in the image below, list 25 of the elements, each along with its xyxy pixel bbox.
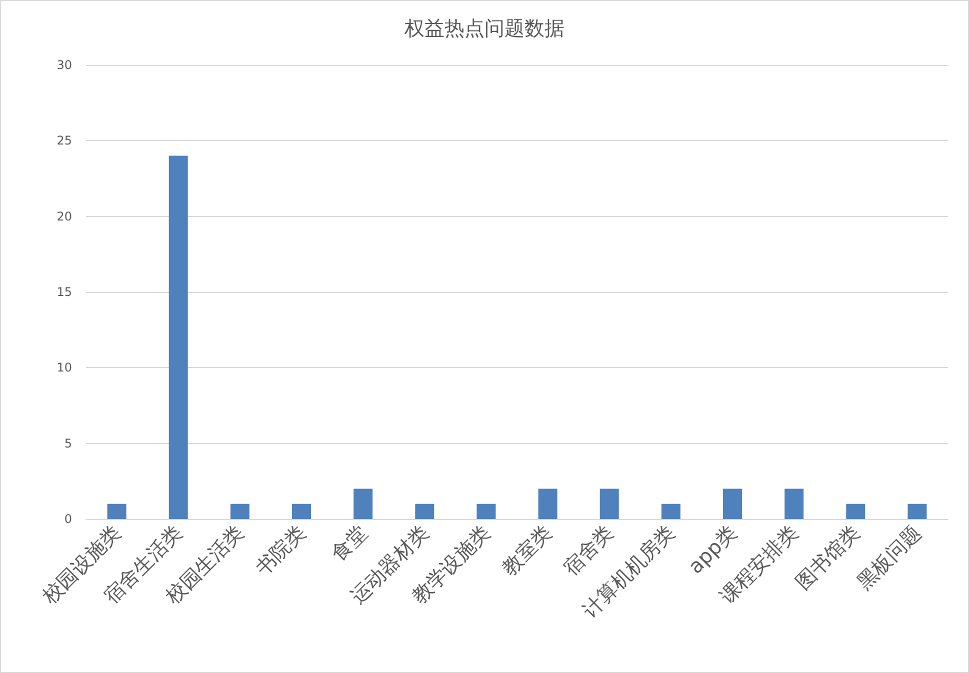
bar — [908, 504, 927, 519]
chart-title: 权益热点问题数据 — [404, 16, 564, 40]
bar — [107, 504, 126, 519]
y-tick-label: 15 — [56, 285, 72, 299]
x-tick-label: 书院类 — [250, 520, 310, 580]
bar — [292, 504, 311, 519]
bar — [168, 156, 188, 519]
bar — [600, 488, 619, 519]
bar — [538, 488, 558, 519]
bar — [723, 488, 742, 519]
x-tick-label: 食堂 — [326, 520, 372, 566]
bar — [661, 504, 680, 519]
bar — [230, 504, 250, 519]
y-tick-label: 30 — [56, 58, 72, 72]
x-tick-label: 教室类 — [496, 520, 556, 580]
bar — [476, 504, 496, 519]
y-tick-label: 0 — [64, 512, 72, 526]
y-tick-label: 10 — [56, 360, 72, 375]
y-tick-label: 25 — [56, 134, 72, 148]
bar — [354, 488, 373, 519]
bar — [846, 504, 866, 519]
bar — [784, 488, 804, 519]
y-tick-label: 20 — [56, 209, 72, 224]
bar — [415, 504, 434, 519]
y-tick-label: 5 — [64, 436, 72, 450]
